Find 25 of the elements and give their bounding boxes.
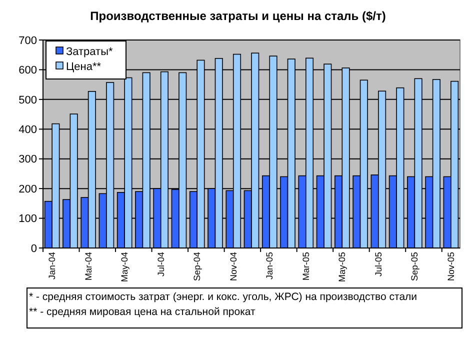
y-tick-label: 200 [18, 183, 37, 196]
legend-label: Цена** [66, 60, 102, 73]
text: * - средняя стоимость затрат (энерг. и кокс. уголь, ЖРС) на производство стали [29, 291, 418, 303]
legend-label: Затраты* [66, 46, 114, 58]
x-tick-label: Jul-05 [373, 252, 384, 277]
text: ** - средняя мировая цена на стальной прокат [29, 306, 256, 318]
chart-title: Производственные затраты и цены на сталь ($/т) [90, 9, 386, 23]
y-tick-label: 0 [30, 242, 37, 255]
x-tick-label: May-05 [337, 252, 348, 282]
x-tick-label: Nov-05 [446, 252, 456, 282]
x-tick-label: Mar-04 [83, 252, 94, 281]
y-tick-label: 700 [18, 34, 37, 47]
y-tick-label: 100 [18, 213, 37, 226]
y-tick-label: 300 [18, 154, 37, 166]
x-tick-label: Jan-04 [47, 252, 58, 280]
x-tick-label: Jul-04 [156, 252, 166, 277]
x-tick-label: Mar-05 [300, 252, 311, 281]
x-tick-label: Sep-05 [410, 252, 420, 282]
y-tick-label: 500 [18, 94, 37, 106]
y-tick-label: 600 [18, 64, 37, 77]
x-tick-label: Sep-04 [192, 252, 202, 282]
x-tick-label: May-04 [120, 252, 130, 282]
x-tick-label: Jan-05 [264, 252, 275, 280]
y-tick-label: 400 [18, 124, 37, 136]
x-tick-label: Nov-04 [228, 252, 238, 282]
